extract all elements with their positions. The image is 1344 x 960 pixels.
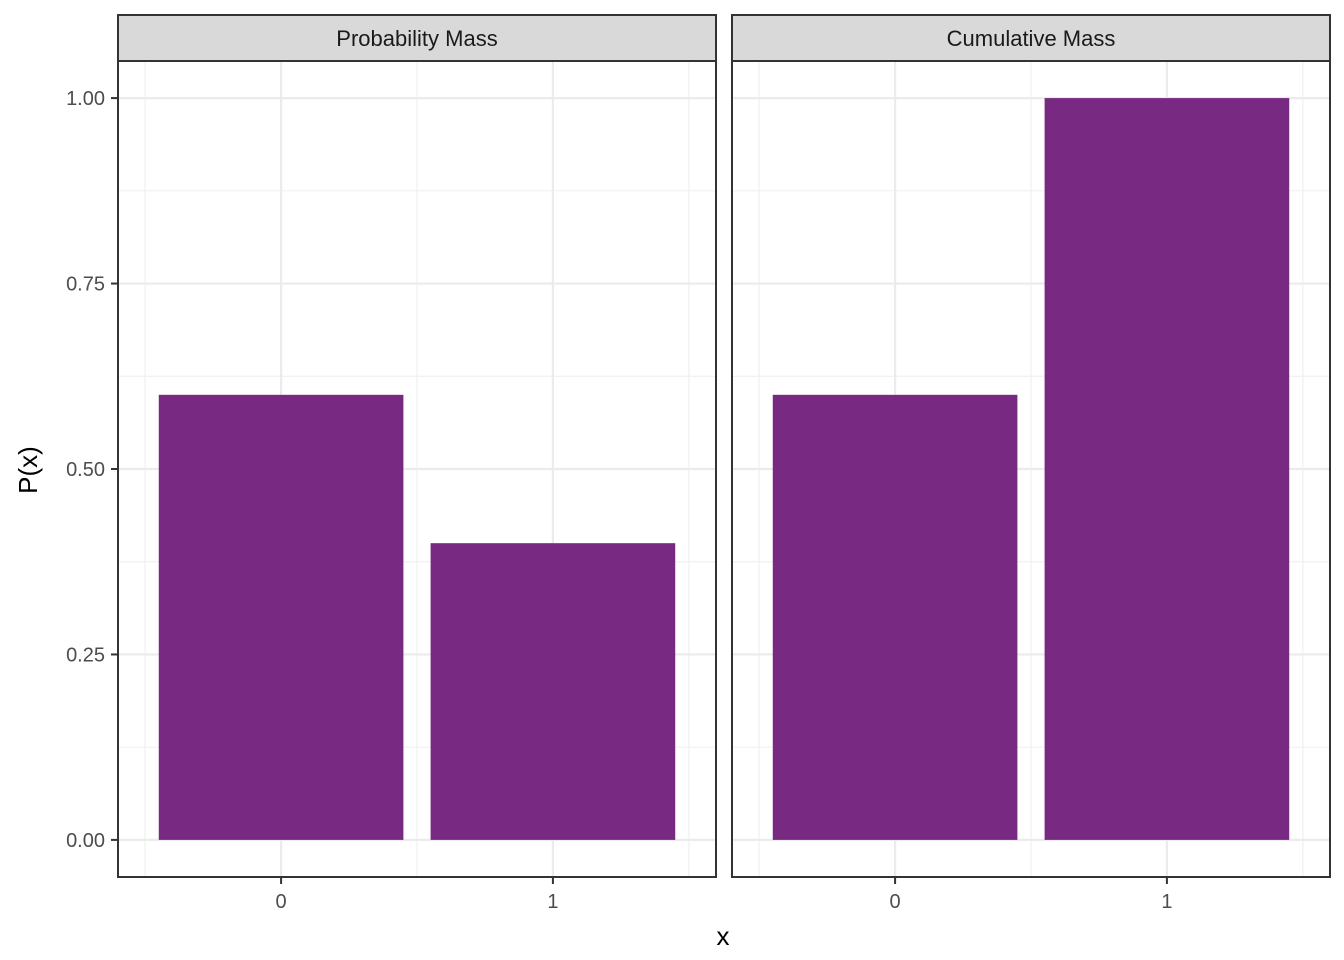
x-tick-label: 1 <box>1161 891 1172 913</box>
facet-strip-title: Cumulative Mass <box>947 26 1116 51</box>
facet-panels: Probability Mass 0 1 Cumulative Mass 0 1 <box>117 14 1331 913</box>
bar-0 <box>772 394 1018 840</box>
facet-panel-2: Cumulative Mass 0 1 <box>731 14 1331 913</box>
bar-0 <box>158 394 404 840</box>
bar-1 <box>430 543 676 840</box>
bar-1 <box>1044 98 1290 840</box>
y-tick-label: 0.00 <box>66 830 105 852</box>
y-tick-label: 0.50 <box>66 459 105 481</box>
facet-panel-1: Probability Mass 0 1 <box>117 14 717 913</box>
x-tick-label: 0 <box>276 891 287 913</box>
y-tick-label: 0.25 <box>66 644 105 666</box>
y-tick-label: 0.75 <box>66 274 105 296</box>
x-tick-label: 0 <box>890 891 901 913</box>
y-axis: 0.00 0.25 0.50 0.75 1.00 <box>66 88 118 852</box>
y-tick-label: 1.00 <box>66 88 105 110</box>
facet-strip <box>117 14 717 62</box>
x-axis-title: x <box>717 921 730 951</box>
facet-strip-title: Probability Mass <box>336 26 497 51</box>
y-axis-title: P(x) <box>13 446 43 494</box>
x-tick-label: 1 <box>547 891 558 913</box>
panel-border <box>731 60 1331 878</box>
